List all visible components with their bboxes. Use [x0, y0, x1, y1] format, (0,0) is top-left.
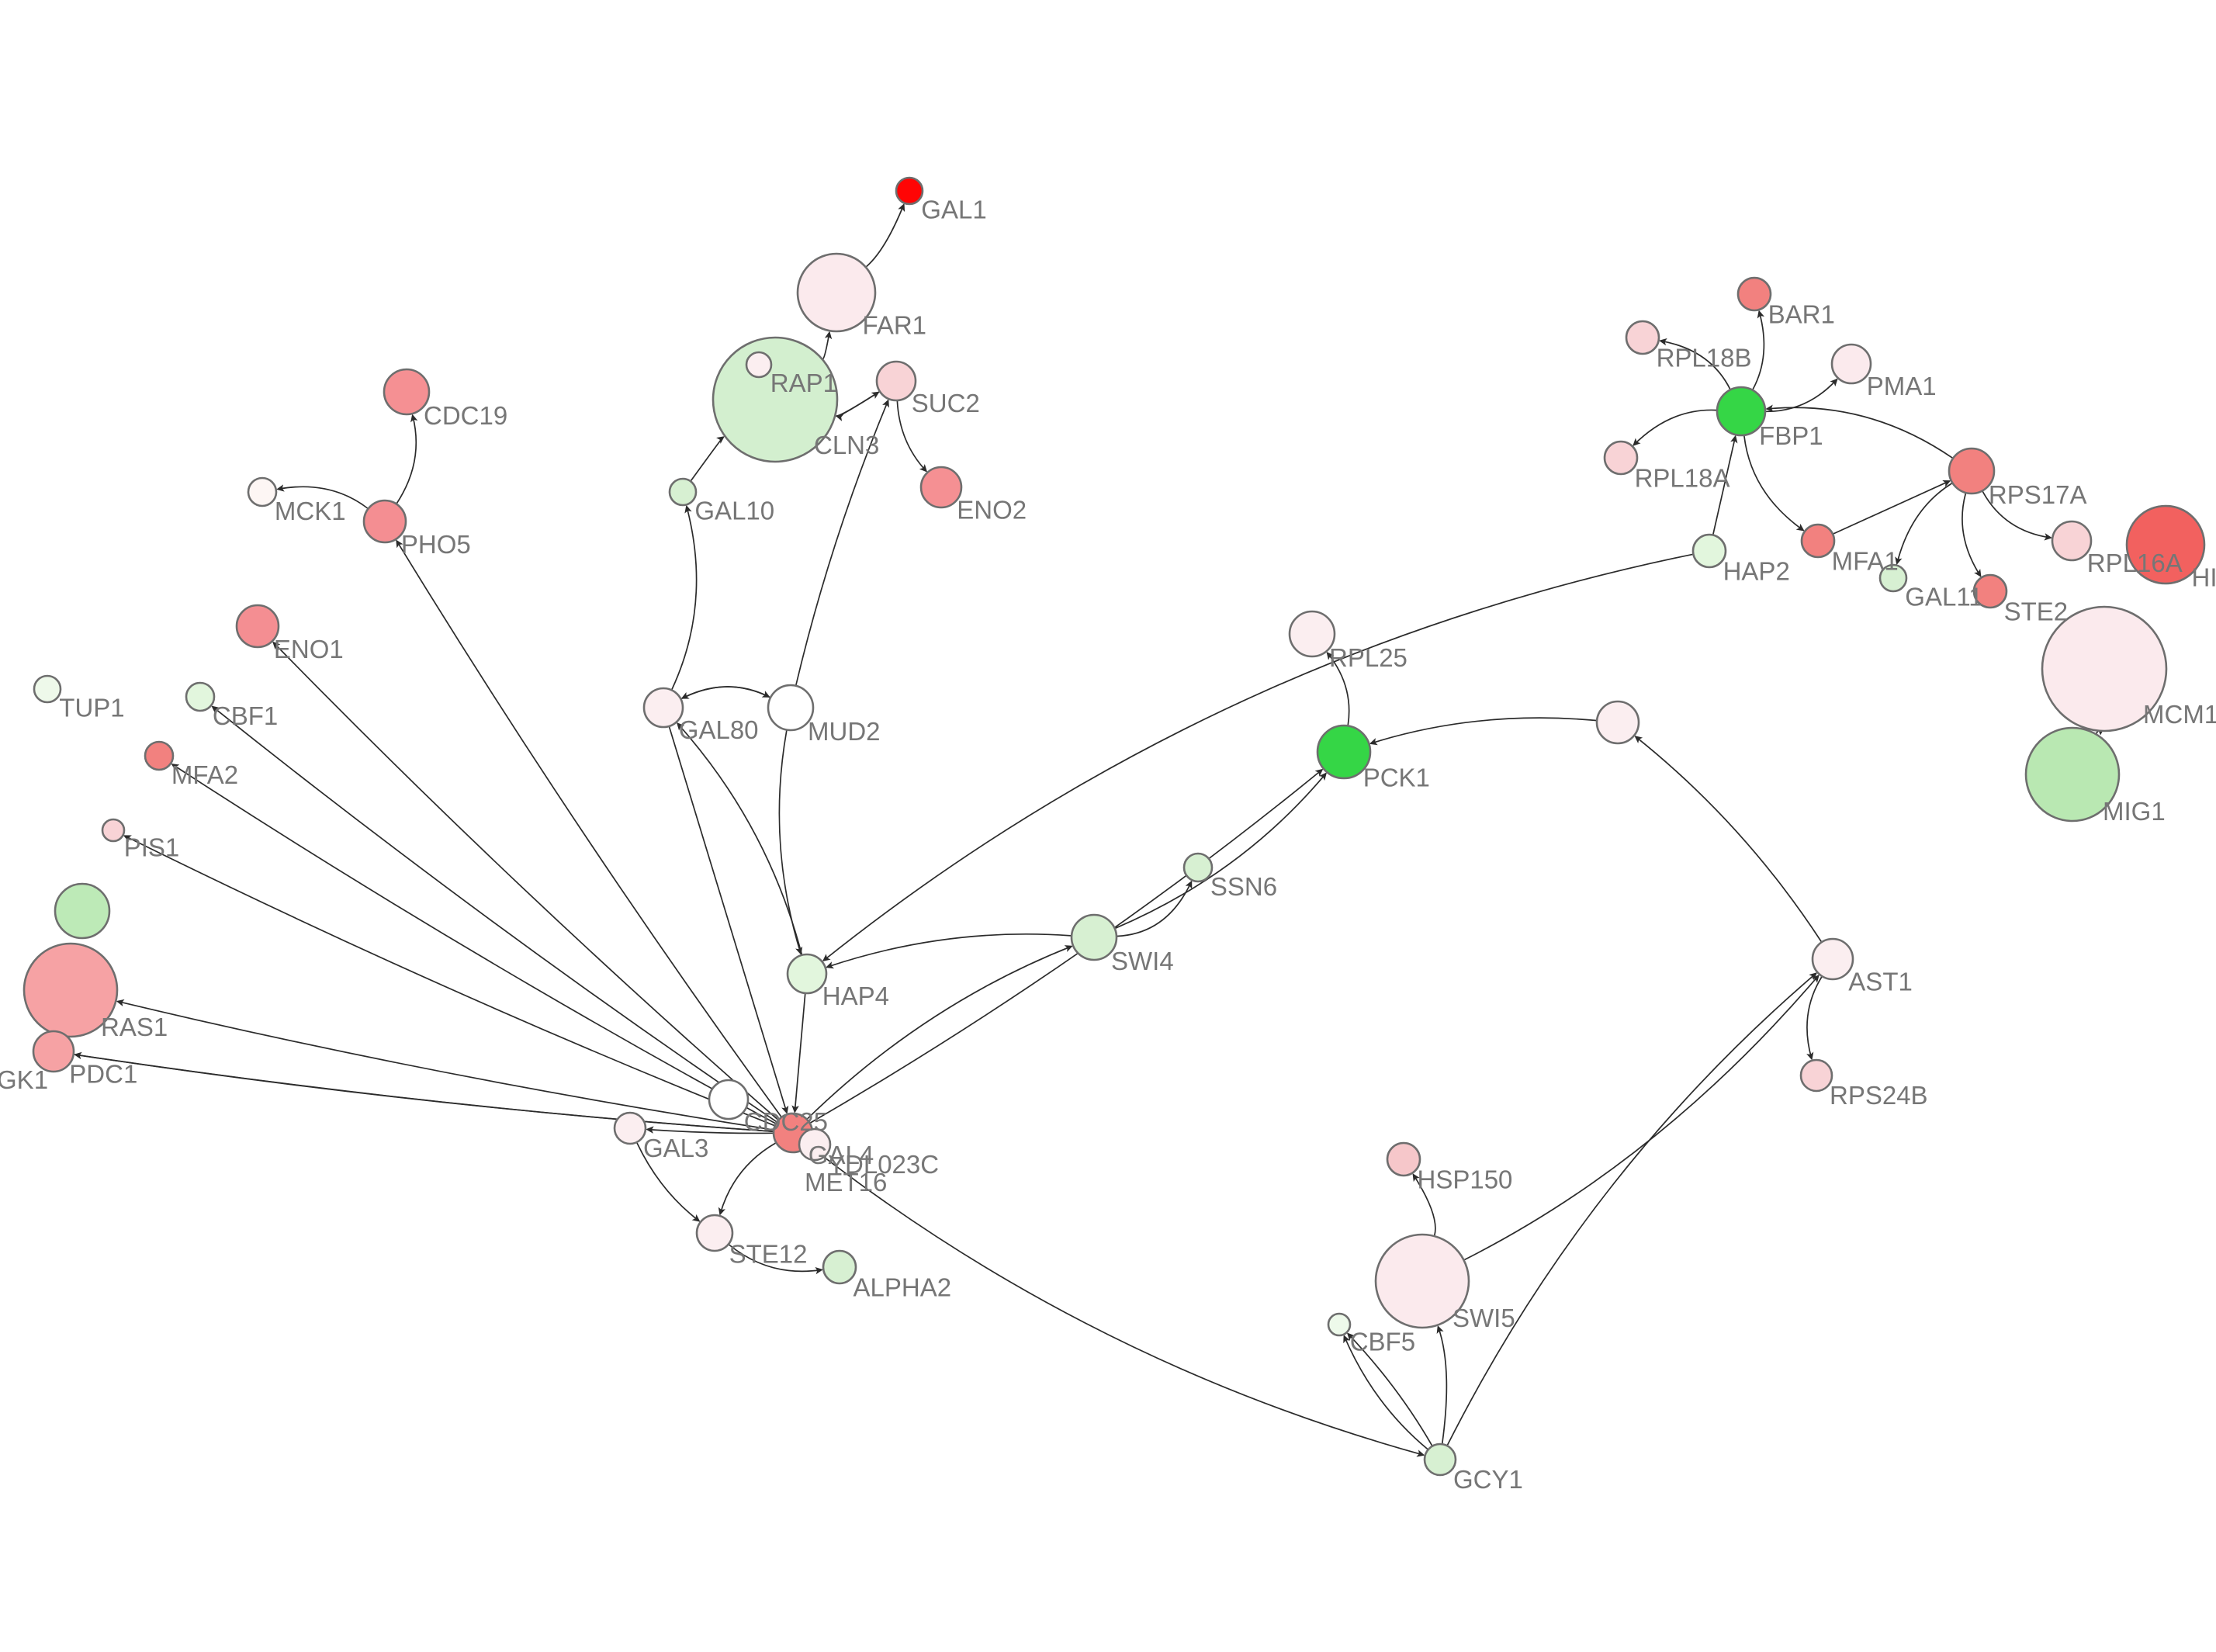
- svg-text:RPS17A: RPS17A: [1989, 480, 2087, 509]
- svg-text:CBF5: CBF5: [1350, 1328, 1415, 1356]
- svg-text:RPL18A: RPL18A: [1635, 464, 1730, 493]
- svg-text:MET16: MET16: [805, 1168, 887, 1197]
- svg-text:RPL18B: RPL18B: [1657, 344, 1752, 372]
- svg-text:SWI4: SWI4: [1111, 947, 1174, 975]
- svg-text:SUC2: SUC2: [912, 389, 980, 417]
- svg-text:TUP1: TUP1: [59, 693, 124, 722]
- svg-text:MIG1: MIG1: [2103, 797, 2166, 826]
- svg-text:ENO1: ENO1: [274, 635, 344, 663]
- svg-text:STE12: STE12: [729, 1240, 808, 1269]
- svg-text:MFA1: MFA1: [1832, 547, 1899, 576]
- svg-text:HSP150: HSP150: [1418, 1165, 1513, 1194]
- svg-text:BAR1: BAR1: [1768, 300, 1835, 329]
- svg-text:PDC1: PDC1: [69, 1059, 137, 1088]
- svg-text:HAP4: HAP4: [822, 982, 889, 1010]
- svg-text:SWI5: SWI5: [1453, 1304, 1515, 1332]
- svg-text:HIS4: HIS4: [2192, 563, 2216, 592]
- svg-text:CBF1: CBF1: [213, 701, 278, 730]
- svg-text:RAP1: RAP1: [770, 369, 837, 397]
- svg-text:RAS1: RAS1: [101, 1013, 168, 1041]
- svg-text:MFA2: MFA2: [171, 760, 238, 789]
- svg-text:RPS24B: RPS24B: [1830, 1081, 1928, 1110]
- svg-text:PMA1: PMA1: [1867, 372, 1937, 400]
- svg-text:GAL1: GAL1: [921, 195, 986, 223]
- svg-text:MCM1: MCM1: [2143, 700, 2216, 729]
- svg-text:PGK1: PGK1: [0, 1065, 48, 1094]
- svg-text:ENO2: ENO2: [957, 495, 1027, 524]
- svg-text:MUD2: MUD2: [808, 717, 881, 746]
- svg-text:PHO5: PHO5: [401, 530, 471, 559]
- svg-text:MCK1: MCK1: [275, 497, 346, 525]
- svg-text:GAL10: GAL10: [694, 496, 774, 525]
- svg-text:GAL80: GAL80: [679, 715, 759, 744]
- svg-text:ALPHA2: ALPHA2: [854, 1273, 952, 1302]
- svg-text:PCK1: PCK1: [1363, 764, 1430, 792]
- svg-text:GAL3: GAL3: [643, 1134, 708, 1162]
- svg-text:CDC19: CDC19: [424, 401, 507, 430]
- svg-text:FAR1: FAR1: [863, 311, 927, 340]
- svg-text:RPL25: RPL25: [1329, 643, 1408, 672]
- svg-text:PIS1: PIS1: [124, 833, 180, 862]
- svg-text:GCY1: GCY1: [1453, 1465, 1523, 1494]
- svg-text:HAP2: HAP2: [1723, 557, 1790, 586]
- svg-text:STE2: STE2: [2004, 597, 2069, 626]
- svg-text:CLN3: CLN3: [814, 431, 879, 459]
- svg-text:RPL16A: RPL16A: [2087, 549, 2183, 577]
- svg-text:GAL11: GAL11: [1905, 582, 1982, 611]
- svg-text:FBP1: FBP1: [1759, 421, 1823, 450]
- svg-text:AST1: AST1: [1848, 967, 1913, 996]
- svg-text:SSN6: SSN6: [1210, 872, 1277, 901]
- svg-text:CDC25: CDC25: [744, 1107, 828, 1136]
